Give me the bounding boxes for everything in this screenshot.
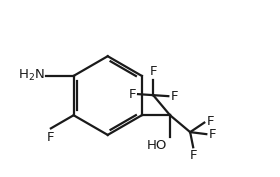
Text: F: F: [150, 65, 157, 78]
Text: F: F: [208, 128, 216, 141]
Text: F: F: [47, 131, 55, 144]
Text: F: F: [206, 115, 214, 127]
Text: F: F: [190, 149, 197, 162]
Text: F: F: [170, 90, 178, 103]
Text: F: F: [129, 88, 136, 101]
Text: H$_2$N: H$_2$N: [18, 68, 45, 83]
Text: HO: HO: [147, 139, 167, 152]
